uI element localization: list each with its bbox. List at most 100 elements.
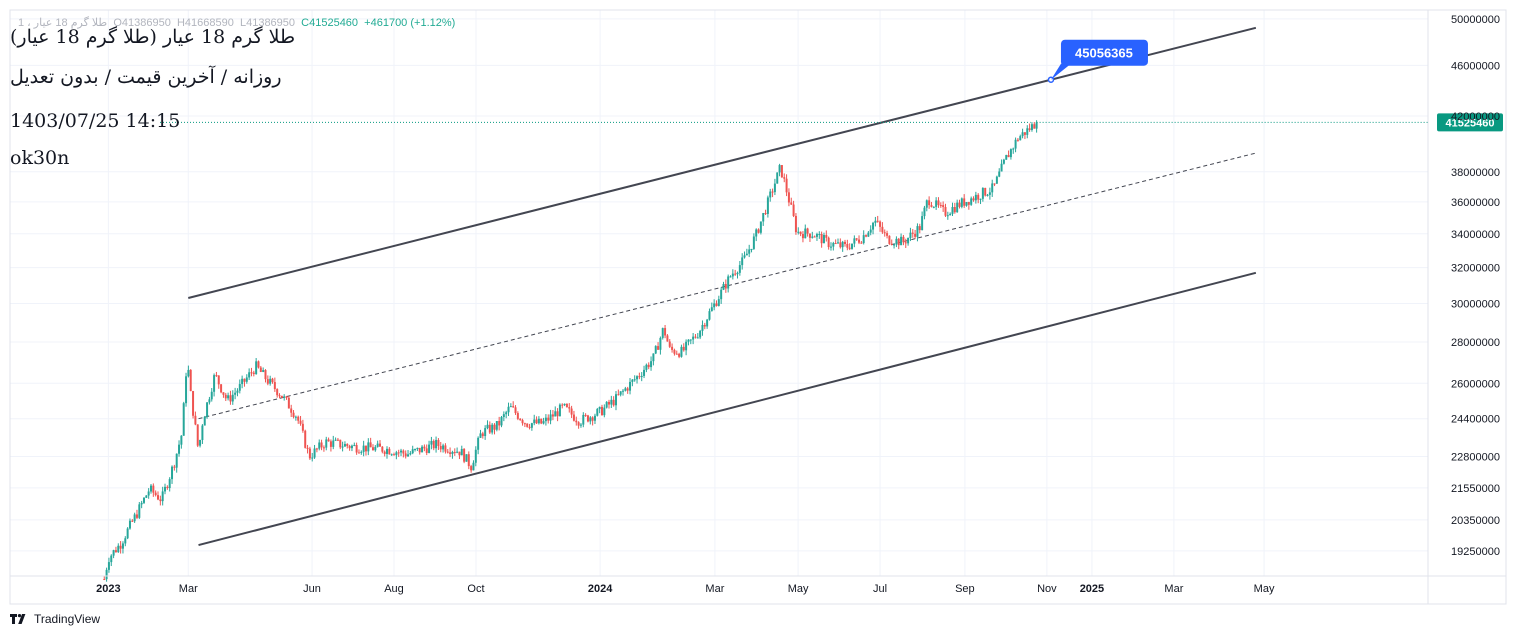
candle-body (563, 403, 566, 406)
candle-body (988, 192, 991, 195)
candle-body (734, 273, 737, 275)
callout-label: 45056365 (1075, 46, 1133, 61)
time-tick-label: Aug (384, 583, 404, 595)
candle-body (147, 491, 150, 496)
candle-body (465, 454, 468, 462)
candle-body (692, 336, 695, 340)
candle-body (166, 486, 169, 489)
candle-body (603, 407, 606, 416)
candle-body (304, 430, 307, 448)
candle-body (986, 194, 989, 196)
time-tick-label: Jun (303, 583, 321, 595)
candle-body (769, 191, 772, 198)
ohlc-change: +461700 (+1.12%) (364, 17, 456, 29)
candle-body (568, 407, 571, 409)
ohlc-open: O41386950 (113, 17, 171, 29)
candle-body (516, 413, 519, 419)
candle-body (596, 409, 599, 416)
trend-channel[interactable] (188, 26, 1257, 547)
candle-body (229, 395, 232, 402)
candle-body (836, 242, 839, 244)
candle-body (757, 229, 760, 233)
candle-body (159, 499, 162, 502)
candle-body (970, 198, 973, 205)
candle-body (297, 416, 300, 421)
candle-body (189, 369, 192, 392)
candle-body (388, 448, 391, 455)
candle-body (446, 451, 449, 453)
candle-body (923, 207, 926, 217)
candle-body (785, 178, 788, 193)
candle-body (479, 433, 482, 438)
candle-body (664, 328, 667, 336)
ohlc-high: H41668590 (176, 17, 234, 29)
candle-body (329, 441, 332, 447)
candle-body (844, 241, 847, 244)
candle-body (355, 445, 358, 453)
candle-body (549, 414, 552, 421)
time-tick-label: 2025 (1080, 583, 1104, 595)
candle-body (619, 391, 622, 395)
candle-body (1012, 148, 1015, 150)
candle-body (745, 253, 748, 256)
candle-body (600, 406, 603, 416)
candle-body (306, 447, 309, 449)
candle-body (818, 234, 821, 236)
candle-body (579, 424, 582, 426)
time-axis[interactable]: 2023 Mar Jun Aug Oct 2024 Mar May Jul Sep Nov 2025 M… (96, 583, 1275, 595)
candle-body (593, 415, 596, 421)
candle-body (570, 408, 573, 415)
candle-body (154, 492, 157, 496)
candle-body (666, 335, 669, 342)
last-price-label: 41525460 (1446, 117, 1495, 129)
candle-body (180, 435, 183, 445)
candle-body (792, 204, 795, 216)
candle-body (741, 257, 744, 266)
candle-body (598, 406, 601, 410)
candle-body (951, 207, 954, 214)
price-axis[interactable]: 50000000 46000000 42000000 38000000 36000000… (1451, 14, 1500, 558)
candle-body (820, 234, 823, 244)
time-tick-label: May (1254, 583, 1275, 595)
candle-body (149, 485, 152, 492)
candle-body (960, 198, 963, 207)
candle-body (671, 346, 674, 350)
candle-body (383, 451, 386, 454)
candle-body (1033, 124, 1036, 129)
candle-body (542, 421, 545, 424)
candle-body (488, 424, 491, 433)
candle-body (862, 235, 865, 244)
candle-body (140, 502, 143, 505)
candle-body (182, 403, 185, 436)
candle-body (759, 221, 762, 233)
last-price-badge (1437, 113, 1503, 132)
candle-body (974, 194, 977, 201)
candle-body (694, 336, 697, 338)
callout-box[interactable] (1060, 39, 1148, 66)
candle-body (294, 416, 297, 418)
price-callout[interactable]: 45056365 (1047, 39, 1148, 83)
chart-grid (10, 10, 1428, 576)
candle-body (460, 448, 463, 456)
channel-upper-line[interactable] (188, 26, 1257, 299)
candle-body (486, 424, 489, 429)
candle-body (944, 207, 947, 216)
candle-body (484, 428, 487, 437)
candle-body (362, 445, 365, 452)
candle-body (187, 369, 190, 377)
candle-body (435, 439, 438, 449)
candle-body (825, 234, 828, 238)
candle-body (472, 462, 475, 471)
candle-body (764, 213, 767, 215)
note-subtitle: روزانه / آخرین قیمت / بدون تعدیل (10, 66, 282, 88)
tradingview-brand[interactable]: TradingView (10, 612, 100, 626)
candle-body (717, 299, 720, 306)
price-tick-label: 34000000 (1451, 229, 1500, 241)
candle-body (617, 394, 620, 396)
channel-lower-line[interactable] (198, 271, 1257, 547)
candle-body (1009, 149, 1012, 158)
price-tick-label: 38000000 (1451, 167, 1500, 179)
candle-body (124, 538, 127, 544)
candle-body (998, 171, 1001, 177)
